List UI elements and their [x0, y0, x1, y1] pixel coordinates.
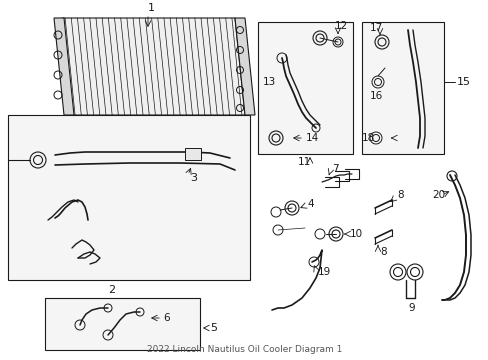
Polygon shape [235, 18, 254, 115]
Text: 1: 1 [148, 3, 155, 13]
Text: 12: 12 [334, 21, 347, 31]
Text: 20: 20 [431, 190, 444, 200]
Bar [184, 148, 201, 160]
Text: 3: 3 [190, 173, 197, 183]
Text: 6: 6 [163, 313, 169, 323]
Text: 14: 14 [305, 133, 319, 143]
Text: 11: 11 [297, 157, 311, 167]
Text: 2: 2 [108, 285, 115, 295]
Text: 7: 7 [331, 164, 338, 174]
Text: 9: 9 [407, 303, 414, 313]
Text: 19: 19 [317, 267, 330, 277]
Text: 5: 5 [209, 323, 217, 333]
Text: 18: 18 [361, 133, 374, 143]
Text: 16: 16 [369, 91, 383, 101]
Text: 8: 8 [396, 190, 403, 200]
Polygon shape [54, 18, 74, 115]
Text: 13: 13 [263, 77, 276, 87]
Bar [45, 298, 200, 350]
Text: 4: 4 [306, 199, 313, 209]
Text: 17: 17 [369, 23, 383, 33]
Polygon shape [62, 18, 244, 115]
Bar [258, 22, 352, 154]
Bar [361, 22, 443, 154]
Text: 10: 10 [349, 229, 363, 239]
Text: 2022 Lincoln Nautilus Oil Cooler Diagram 1: 2022 Lincoln Nautilus Oil Cooler Diagram… [146, 346, 342, 355]
Text: 15: 15 [456, 77, 470, 87]
Bar [8, 115, 249, 280]
Text: 8: 8 [379, 247, 386, 257]
